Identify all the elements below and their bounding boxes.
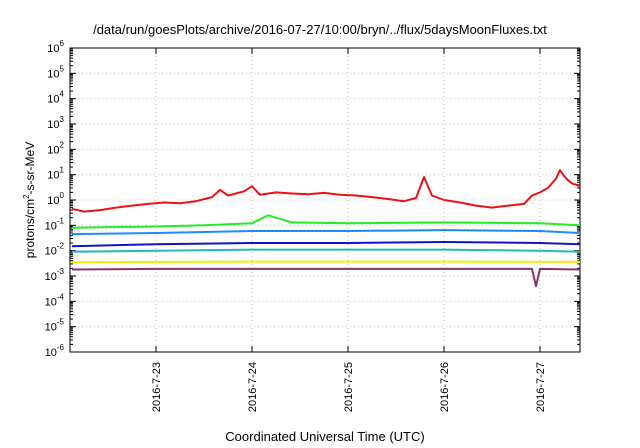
y-tick-label: 10-1	[45, 216, 65, 232]
series-line-3	[71, 229, 581, 236]
x-tick-label: 2016-7-26	[439, 362, 451, 412]
series-line-6	[71, 260, 581, 264]
y-tick-label: 105	[47, 64, 64, 80]
series-line-4	[71, 241, 581, 248]
y-tick-label: 10-2	[45, 242, 65, 258]
y-tick-label: 100	[47, 191, 64, 207]
y-tick-label: 10-6	[45, 343, 65, 359]
series-line-1	[71, 169, 581, 213]
y-tick-label: 103	[47, 115, 64, 131]
series-line-2	[71, 214, 581, 229]
chart-title: /data/run/goesPlots/archive/2016-07-27/1…	[93, 22, 547, 37]
y-tick-label: 102	[47, 140, 64, 156]
y-tick-label: 10-4	[45, 292, 65, 308]
x-tick-label: 2016-7-27	[535, 362, 547, 412]
y-axis-label: protons/cm2-s-sr-MeV	[22, 142, 37, 258]
y-tick-label: 106	[47, 39, 64, 55]
x-tick-label: 2016-7-25	[343, 362, 355, 412]
x-tick-label: 2016-7-23	[151, 362, 163, 412]
y-tick-label: 10-5	[45, 318, 65, 334]
series-line-7	[71, 267, 581, 288]
series-line-5	[71, 248, 581, 253]
x-tick-label: 2016-7-24	[247, 362, 259, 412]
y-tick-label: 10-3	[45, 267, 65, 283]
x-axis-label: Coordinated Universal Time (UTC)	[225, 429, 425, 444]
y-tick-label: 104	[47, 90, 64, 106]
y-tick-label: 101	[47, 166, 64, 182]
